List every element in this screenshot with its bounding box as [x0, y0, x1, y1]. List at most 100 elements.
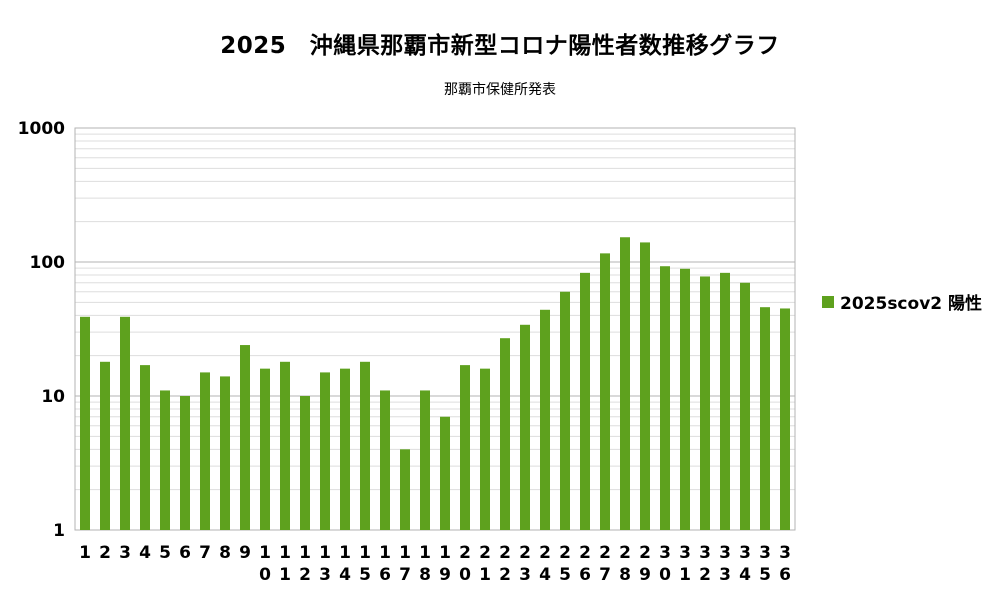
x-tick-label: 5 — [159, 543, 171, 563]
bar — [540, 309, 550, 530]
bar — [480, 368, 490, 530]
bar — [560, 291, 570, 530]
x-tick-label: 2 — [539, 543, 551, 563]
x-tick-label: 3 — [779, 543, 791, 563]
x-tick-label: 1 — [279, 565, 291, 585]
x-tick-label: 9 — [239, 543, 251, 563]
x-tick-label: 9 — [439, 565, 451, 585]
x-tick-label: 3 — [119, 543, 131, 563]
x-tick-label: 2 — [299, 565, 311, 585]
x-tick-label: 0 — [459, 565, 471, 585]
bar — [520, 324, 530, 530]
bar — [580, 272, 590, 530]
plot-border — [74, 127, 796, 531]
x-tick-label: 4 — [739, 565, 751, 585]
x-tick-label: 3 — [699, 543, 711, 563]
bar — [140, 365, 150, 530]
x-tick-label: 2 — [459, 543, 471, 563]
bar — [380, 390, 390, 530]
x-tick-label: 5 — [759, 565, 771, 585]
x-tick-label: 7 — [399, 565, 411, 585]
bar — [160, 390, 170, 530]
bar — [260, 368, 270, 530]
x-tick-label: 7 — [599, 565, 611, 585]
x-tick-label: 3 — [759, 543, 771, 563]
x-tick-label: 2 — [599, 543, 611, 563]
x-tick-label: 1 — [439, 543, 451, 563]
chart-subtitle: 那覇市保健所発表 — [444, 82, 556, 98]
x-tick-label: 1 — [319, 543, 331, 563]
x-tick-label: 3 — [719, 543, 731, 563]
x-tick-label: 3 — [519, 565, 531, 585]
bar — [220, 376, 230, 530]
x-tick-label: 2 — [619, 543, 631, 563]
bar — [360, 361, 370, 530]
bar — [280, 361, 290, 530]
x-tick-label: 1 — [259, 543, 271, 563]
x-tick-label: 1 — [419, 543, 431, 563]
x-tick-label: 2 — [99, 543, 111, 563]
x-tick-label: 1 — [279, 543, 291, 563]
bar — [100, 361, 110, 530]
bar — [700, 276, 710, 530]
x-tick-label: 8 — [619, 565, 631, 585]
bar — [640, 242, 650, 531]
legend-swatch — [822, 295, 834, 308]
x-tick-label: 1 — [399, 543, 411, 563]
x-tick-label: 1 — [339, 543, 351, 563]
x-tick-label: 6 — [379, 565, 391, 585]
x-tick-label: 6 — [779, 565, 791, 585]
x-tick-label: 3 — [719, 565, 731, 585]
bar — [400, 449, 410, 530]
legend: 2025scov2 陽性 — [822, 289, 982, 314]
x-tick-label: 3 — [679, 543, 691, 563]
x-tick-label: 3 — [319, 565, 331, 585]
bar — [420, 390, 430, 530]
bar — [180, 396, 190, 530]
x-tick-label: 0 — [259, 565, 271, 585]
x-tick-label: 1 — [79, 543, 91, 563]
x-tick-label: 3 — [659, 543, 671, 563]
x-tick-label: 2 — [519, 543, 531, 563]
x-tick-label: 1 — [379, 543, 391, 563]
x-tick-label: 6 — [579, 565, 591, 585]
bar — [740, 282, 750, 530]
x-tick-label: 1 — [679, 565, 691, 585]
x-tick-label: 2 — [479, 543, 491, 563]
bar — [200, 372, 210, 530]
legend-label: 2025scov2 陽性 — [840, 294, 983, 314]
bar — [460, 365, 470, 530]
chart-title: 2025 沖縄県那覇市新型コロナ陽性者数推移グラフ — [220, 33, 780, 59]
x-tick-label: 4 — [139, 543, 151, 563]
bar — [760, 307, 770, 530]
bar — [240, 345, 250, 530]
bar — [780, 308, 790, 530]
x-tick-label: 1 — [359, 543, 371, 563]
x-tick-label: 2 — [579, 543, 591, 563]
y-tick-label: 1000 — [18, 119, 65, 139]
x-tick-label: 2 — [499, 543, 511, 563]
x-tick-label: 8 — [419, 565, 431, 585]
x-tick-label: 4 — [339, 565, 351, 585]
x-tick-label: 3 — [739, 543, 751, 563]
x-tick-label: 7 — [199, 543, 211, 563]
x-tick-label: 5 — [559, 565, 571, 585]
bar — [440, 416, 450, 530]
x-tick-label: 8 — [219, 543, 231, 563]
x-tick-label: 6 — [179, 543, 191, 563]
bar — [620, 237, 630, 530]
x-tick-label: 0 — [659, 565, 671, 585]
bar — [660, 266, 670, 530]
bar — [340, 368, 350, 530]
x-tick-label: 2 — [499, 565, 511, 585]
bar — [680, 268, 690, 530]
x-tick-label: 2 — [639, 543, 651, 563]
bar — [600, 253, 610, 531]
x-tick-label: 1 — [299, 543, 311, 563]
bar — [80, 316, 90, 530]
x-tick-label: 2 — [559, 543, 571, 563]
x-tick-label: 5 — [359, 565, 371, 585]
y-tick-label: 1 — [53, 521, 65, 541]
y-tick-label: 10 — [41, 387, 65, 407]
